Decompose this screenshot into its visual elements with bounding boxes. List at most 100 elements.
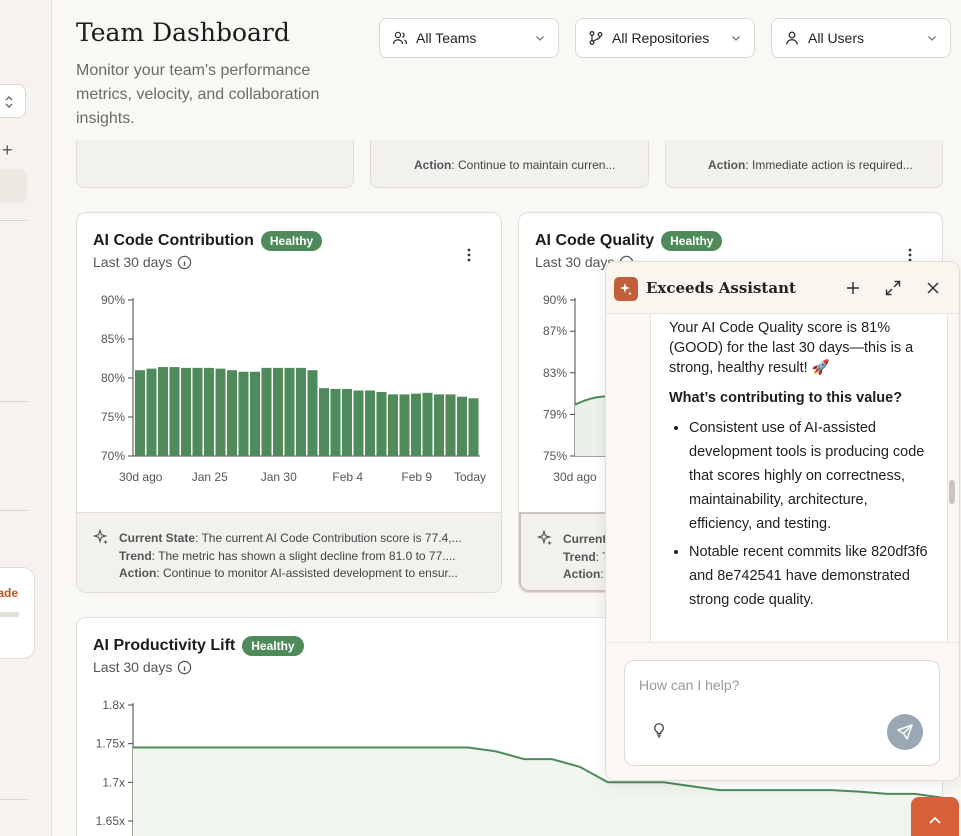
x-tick-label: Today <box>454 470 486 484</box>
user-icon <box>786 31 798 45</box>
chat-input[interactable] <box>639 677 919 707</box>
bar <box>434 394 444 456</box>
series-line <box>133 746 942 799</box>
scroll-top-button[interactable] <box>911 797 959 836</box>
list-item: Notable recent commits like 820df3f6 and… <box>689 540 929 612</box>
insight-current-state: Current State: The current AI Code Contr… <box>119 531 462 545</box>
bar <box>353 390 364 456</box>
bar <box>250 371 260 456</box>
chat-input-box <box>624 660 940 766</box>
expand-icon[interactable] <box>883 278 903 298</box>
lightbulb-icon[interactable] <box>651 722 667 738</box>
send-icon <box>897 724 913 740</box>
git-branch-icon <box>589 31 603 45</box>
status-badge: Healthy <box>661 231 723 251</box>
bar <box>457 396 467 456</box>
new-chat-icon[interactable] <box>843 278 863 298</box>
users-icon <box>392 31 408 45</box>
message-heading: What’s contributing to this value? <box>669 390 903 406</box>
status-badge: Healthy <box>242 636 304 656</box>
info-icon[interactable] <box>177 255 192 270</box>
bar <box>376 392 387 456</box>
chevron-down-icon <box>536 36 544 41</box>
bar <box>445 394 456 456</box>
bar <box>319 388 329 456</box>
y-tick-label: 1.65x <box>96 814 125 828</box>
page-subtitle: Monitor your team's performance metrics,… <box>76 62 320 127</box>
info-icon[interactable] <box>177 660 192 675</box>
x-tick-label: Feb 9 <box>401 470 432 484</box>
assistant-messages[interactable]: Your AI Code Quality score is 81% (GOOD)… <box>606 314 959 642</box>
bar <box>330 388 341 456</box>
y-tick-label: 85% <box>101 332 125 346</box>
summary-card <box>76 140 354 188</box>
user-filter[interactable]: All Users <box>771 18 951 58</box>
x-tick-label: Jan 30 <box>261 470 297 484</box>
sparkle-icon <box>537 530 552 546</box>
bar <box>158 367 168 456</box>
upgrade-label: ade <box>0 586 18 600</box>
upgrade-progress <box>0 612 19 617</box>
x-tick-label: 30d ago <box>119 470 163 484</box>
bar <box>181 367 191 456</box>
assistant-title: Exceeds Assistant <box>646 279 796 297</box>
insight-trend: Trend: The metric has shown a slight dec… <box>119 548 456 563</box>
sparkle-icon <box>620 283 632 296</box>
bar <box>365 390 375 456</box>
x-tick-label: Feb 4 <box>332 470 363 484</box>
scrollbar-thumb[interactable] <box>949 480 955 504</box>
bar <box>296 367 306 456</box>
insight-action: Action: Continue to monitor AI-assisted … <box>119 566 458 580</box>
sidebar-divider <box>0 799 27 800</box>
bar <box>227 370 237 456</box>
x-tick-label: Jan 25 <box>192 470 228 484</box>
assistant-header: Exceeds Assistant <box>606 262 959 314</box>
repository-filter[interactable]: All Repositories <box>575 18 755 58</box>
bar <box>238 371 249 456</box>
sidebar-divider <box>0 220 27 221</box>
assistant-panel: Exceeds Assistant Your AI Code Quality s… <box>605 261 960 781</box>
y-tick-label: 80% <box>101 371 125 385</box>
more-options-icon[interactable] <box>461 247 477 263</box>
y-tick-label: 90% <box>101 293 125 307</box>
bar <box>284 367 295 456</box>
bar <box>192 367 203 456</box>
bar <box>215 368 226 456</box>
y-tick-label: 1.7x <box>102 775 125 789</box>
more-options-icon[interactable] <box>902 247 918 263</box>
card-title: AI Productivity Lift Healthy <box>93 636 304 656</box>
team-filter[interactable]: All Teams <box>379 18 559 58</box>
card-title: AI Code Quality Healthy <box>535 231 723 251</box>
summary-card-action: Action: Immediate action is required... <box>708 158 913 172</box>
sidebar: + ade <box>0 0 52 836</box>
bar <box>422 392 433 456</box>
contribution-bar-chart: 90% 85% 80% 75% 70% 30d ago Jan 25 Jan 30 Feb 4 F… <box>101 293 486 484</box>
chevron-up-icon <box>929 816 941 824</box>
team-filter-label: All Teams <box>416 30 477 46</box>
sidebar-add-icon[interactable]: + <box>2 140 13 160</box>
close-icon[interactable] <box>923 278 943 298</box>
productivity-area-chart: 1.8x 1.75x 1.7x 1.65x <box>96 698 942 836</box>
y-tick-label: 87% <box>543 324 567 338</box>
assistant-message: Your AI Code Quality score is 81% (GOOD)… <box>650 314 948 642</box>
message-intro: Your AI Code Quality score is 81% (GOOD)… <box>669 320 914 376</box>
sidebar-active-item[interactable] <box>0 169 27 203</box>
bar <box>261 367 272 456</box>
summary-card: Action: Continue to maintain curren... <box>370 140 649 188</box>
sidebar-org-selector[interactable] <box>0 84 26 118</box>
y-tick-label: 75% <box>543 449 567 463</box>
card-period: Last 30 days <box>93 254 192 270</box>
y-tick-label: 75% <box>101 410 125 424</box>
y-tick-label: 1.75x <box>96 737 125 751</box>
bar <box>468 398 479 456</box>
sidebar-upgrade-card[interactable]: ade <box>0 567 35 659</box>
summary-card: Action: Immediate action is required... <box>665 140 943 188</box>
bar <box>307 370 318 456</box>
y-tick-label: 70% <box>101 449 125 463</box>
bar <box>342 388 352 456</box>
send-button[interactable] <box>887 714 923 750</box>
bar <box>399 394 410 456</box>
card-title: AI Code Contribution Healthy <box>93 231 323 251</box>
card-period: Last 30 days <box>93 659 192 675</box>
